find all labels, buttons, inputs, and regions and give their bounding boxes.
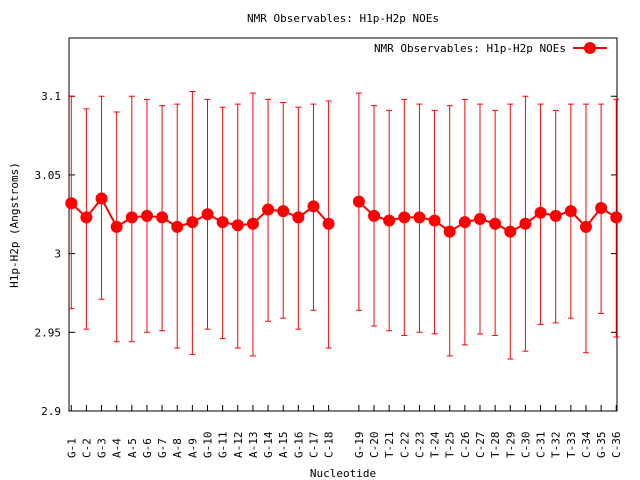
- x-tick-label: G-10: [202, 432, 215, 459]
- data-point: [489, 217, 502, 230]
- data-point: [277, 205, 290, 218]
- data-point: [413, 211, 426, 224]
- data-point: [383, 214, 396, 227]
- x-tick-label: C-27: [474, 432, 487, 459]
- x-tick-label: C-31: [535, 432, 548, 459]
- x-tick-label: A-8: [171, 438, 184, 458]
- data-point: [216, 216, 229, 229]
- x-tick-label: C-18: [323, 432, 336, 459]
- x-tick-label: G-6: [141, 438, 154, 458]
- x-tick-label: C-23: [413, 432, 426, 459]
- x-tick-label: C-17: [307, 432, 320, 459]
- data-point: [474, 212, 486, 225]
- data-point: [595, 201, 608, 214]
- x-tick-label: G-14: [262, 431, 275, 458]
- x-tick-label: A-12: [232, 432, 245, 459]
- y-tick-label: 3.1: [41, 90, 61, 103]
- data-point: [458, 216, 471, 229]
- legend: NMR Observables: H1p-H2p NOEs: [374, 42, 607, 55]
- plot-border: [68, 37, 618, 412]
- data-point: [231, 219, 244, 232]
- x-tick-label: C-30: [519, 432, 532, 459]
- x-tick-label: A-13: [247, 432, 260, 459]
- x-tick-label: G-35: [595, 432, 608, 459]
- chart-title: NMR Observables: H1p-H2p NOEs: [247, 12, 439, 25]
- data-point: [443, 225, 456, 238]
- y-tick-label: 3: [54, 248, 61, 261]
- y-tick-label: 3.05: [35, 169, 62, 182]
- data-point: [564, 205, 577, 218]
- legend-label: NMR Observables: H1p-H2p NOEs: [374, 42, 566, 55]
- data-point: [65, 197, 78, 210]
- x-tick-label: G-11: [217, 432, 230, 459]
- data-point: [398, 211, 411, 224]
- data-point: [186, 216, 199, 229]
- y-axis-label: H1p-H2p (Angstroms): [8, 162, 21, 288]
- y-tick-label: 2.95: [35, 326, 62, 339]
- data-point: [125, 211, 138, 224]
- data-point: [504, 225, 517, 238]
- x-tick-label: C-20: [368, 432, 381, 459]
- data-point: [140, 209, 153, 222]
- x-tick-label: C-2: [80, 438, 93, 458]
- x-tick-label: G-3: [96, 438, 109, 458]
- data-point: [110, 220, 123, 233]
- data-point: [610, 211, 623, 224]
- x-tick-label: A-5: [126, 438, 139, 458]
- data-point: [534, 206, 547, 219]
- x-tick-label: T-29: [504, 432, 517, 459]
- x-tick-label: G-7: [156, 438, 169, 458]
- data-point: [428, 214, 441, 227]
- x-tick-label: T-21: [383, 432, 396, 459]
- x-tick-label: T-24: [429, 431, 442, 458]
- series-line: [70, 196, 330, 229]
- data-point: [246, 217, 259, 230]
- x-tick-label: C-26: [459, 432, 472, 459]
- x-tick-label: T-25: [444, 432, 457, 459]
- x-tick-label: A-4: [111, 438, 124, 458]
- x-tick-label: G-16: [292, 432, 305, 459]
- x-tick-label: T-32: [550, 432, 563, 459]
- data-point: [95, 192, 108, 205]
- data-point: [322, 217, 335, 230]
- data-point: [262, 203, 275, 216]
- x-tick-label: C-34: [580, 431, 593, 458]
- legend-marker: [584, 42, 596, 54]
- x-tick-label: C-36: [610, 432, 623, 459]
- x-tick-label: G-19: [353, 432, 366, 459]
- data-point: [201, 208, 214, 221]
- data-point: [292, 211, 305, 224]
- x-tick-label: A-15: [277, 432, 290, 459]
- data-point: [368, 209, 381, 222]
- x-axis-label: Nucleotide: [310, 467, 376, 480]
- data-point: [80, 211, 93, 224]
- data-point: [156, 211, 169, 224]
- y-tick-label: 2.9: [41, 405, 61, 418]
- data-point: [519, 217, 532, 230]
- data-point: [307, 200, 320, 213]
- x-tick-label: G-1: [65, 438, 78, 458]
- data-point: [171, 220, 184, 233]
- x-tick-label: A-9: [186, 438, 199, 458]
- series-line: [358, 200, 617, 233]
- data-point: [549, 209, 562, 222]
- x-tick-label: C-22: [398, 432, 411, 459]
- data-point: [352, 195, 365, 208]
- data-point: [579, 220, 592, 233]
- x-tick-label: T-28: [489, 432, 502, 459]
- x-tick-label: T-33: [565, 432, 578, 459]
